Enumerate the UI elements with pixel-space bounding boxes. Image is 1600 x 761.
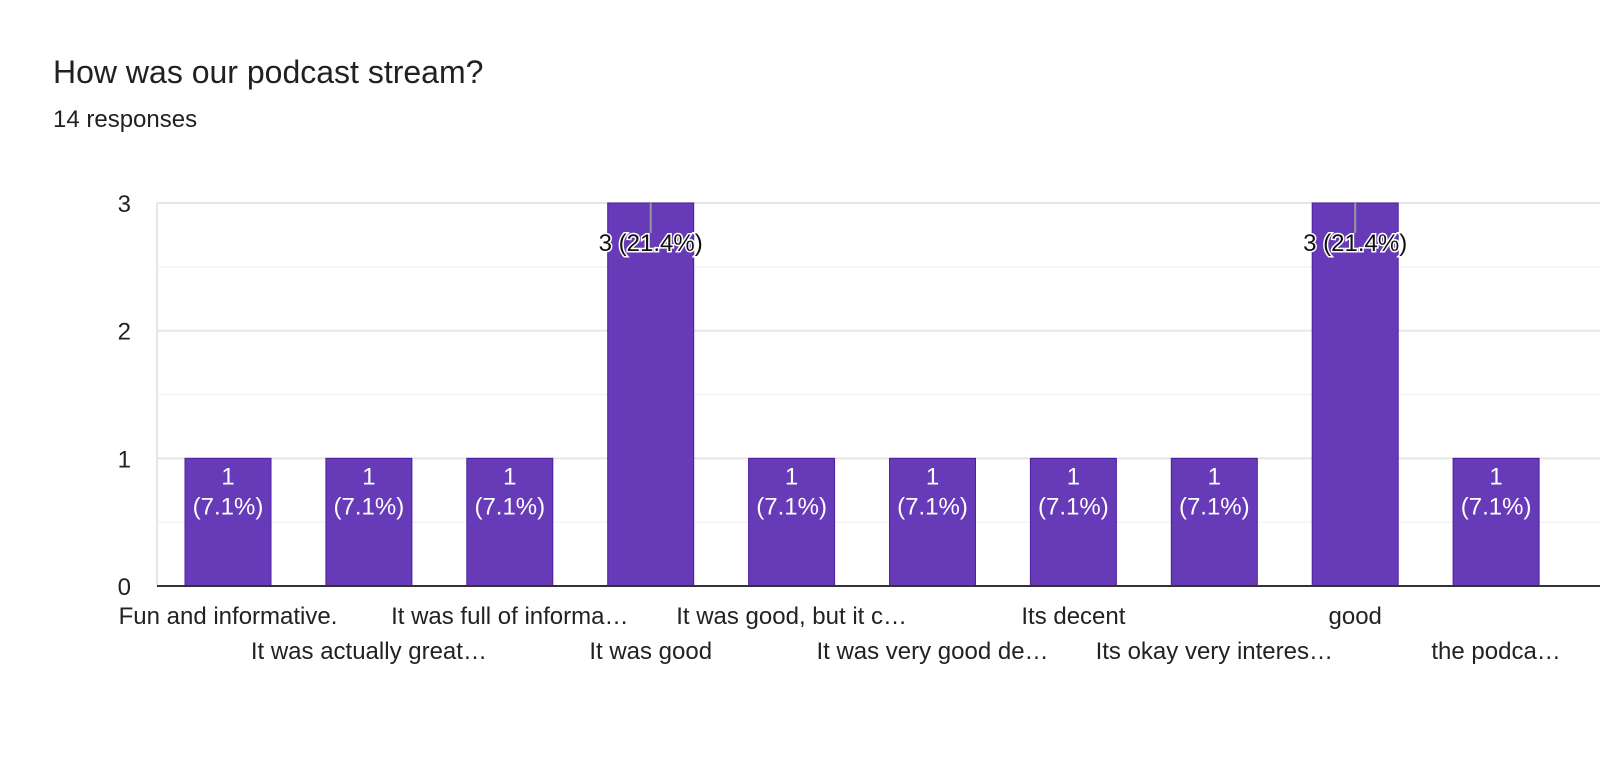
- x-tick-label: the podca…: [1431, 638, 1560, 665]
- question-title: How was our podcast stream?: [53, 54, 484, 90]
- x-tick-label: It was good, but it c…: [676, 603, 907, 630]
- y-tick-label: 2: [118, 319, 131, 346]
- x-tick-label: Fun and informative.: [119, 603, 338, 630]
- x-tick-label: Its okay very interes…: [1096, 638, 1333, 665]
- y-tick-label: 1: [118, 446, 131, 473]
- data-label: 3 (21.4%): [599, 230, 703, 257]
- y-tick-label: 0: [118, 574, 131, 601]
- data-label: (7.1%): [1038, 493, 1109, 520]
- bars: [184, 202, 1540, 587]
- x-tick-label: It was actually great…: [251, 638, 487, 665]
- bar: [1452, 457, 1540, 587]
- data-label: (7.1%): [193, 493, 264, 520]
- bar: [325, 457, 413, 587]
- data-label: 1: [1067, 463, 1080, 490]
- x-tick-label: Its decent: [1021, 603, 1125, 630]
- data-label: (7.1%): [1179, 493, 1250, 520]
- y-tick-label: 3: [118, 191, 131, 218]
- data-label: 1: [362, 463, 375, 490]
- data-label: 1: [785, 463, 798, 490]
- data-label: (7.1%): [897, 493, 968, 520]
- data-label: 3 (21.4%): [1303, 230, 1407, 257]
- bar: [1170, 457, 1258, 587]
- bar: [748, 457, 836, 587]
- data-label: (7.1%): [474, 493, 545, 520]
- data-label: 1: [1208, 463, 1221, 490]
- x-tick-label: It was good: [589, 638, 712, 665]
- data-label: 1: [926, 463, 939, 490]
- bar: [466, 457, 554, 587]
- bar: [184, 457, 272, 587]
- data-label: 1: [503, 463, 516, 490]
- data-labels: 1 (7.1%) 1 (7.1%) 1 (7.1%) 3 (21.4%) 1 (7.1%) 1 (7…: [193, 203, 1532, 520]
- bar: [1029, 457, 1117, 587]
- y-axis-ticks: 0 1 2 3: [118, 191, 131, 601]
- x-tick-label: It was full of informa…: [391, 603, 628, 630]
- x-axis-ticks: Fun and informative. It was actually grea…: [119, 585, 1600, 665]
- data-label: (7.1%): [1461, 493, 1532, 520]
- data-label: (7.1%): [334, 493, 405, 520]
- data-label: 1: [221, 463, 234, 490]
- bar: [1311, 202, 1399, 587]
- data-label: (7.1%): [756, 493, 827, 520]
- x-tick-label: It was very good de…: [816, 638, 1048, 665]
- response-count: 14 responses: [53, 106, 198, 133]
- x-tick-label: good: [1329, 603, 1382, 630]
- bar: [607, 202, 695, 587]
- data-label: 1: [1489, 463, 1502, 490]
